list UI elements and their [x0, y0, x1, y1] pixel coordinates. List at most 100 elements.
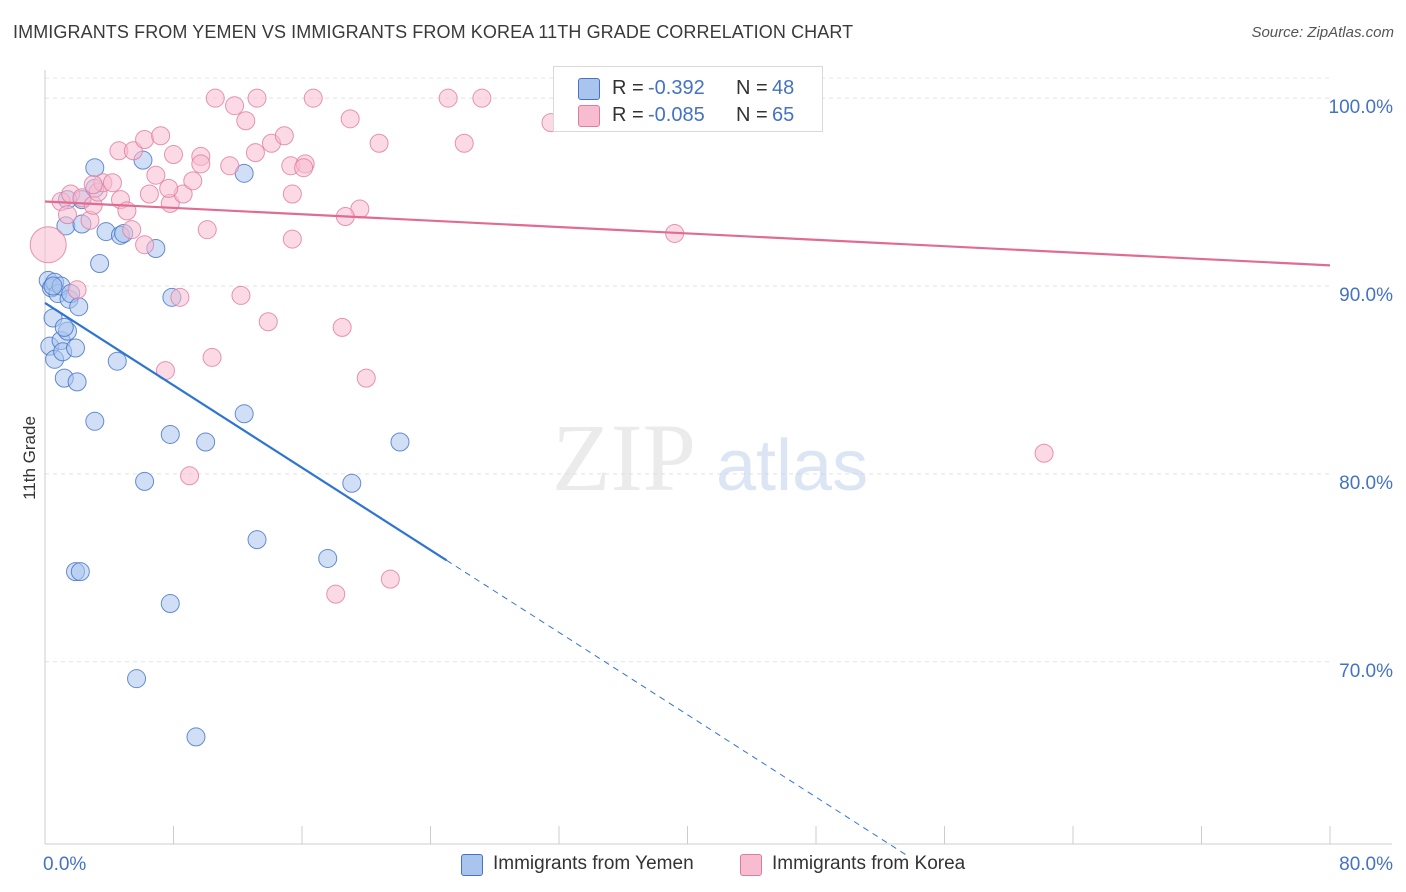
series-legend: Immigrants from Yemen Immigrants from Ko…: [0, 851, 1406, 879]
data-point: [282, 229, 302, 249]
data-point: [70, 562, 90, 582]
data-point: [159, 178, 179, 198]
data-point: [282, 184, 302, 204]
legend-r-value: -0.392: [648, 76, 705, 99]
data-point: [205, 88, 225, 108]
data-point: [107, 351, 127, 371]
legend-r-label: R =: [612, 76, 644, 99]
legend-r-value: -0.085: [648, 103, 705, 126]
chart-title: IMMIGRANTS FROM YEMEN VS IMMIGRANTS FROM…: [13, 22, 854, 42]
y-tick-label: 100.0%: [1329, 97, 1394, 118]
data-point: [247, 88, 267, 108]
legend-swatch-korea: [740, 854, 762, 876]
data-point: [160, 594, 180, 614]
data-point: [220, 156, 240, 176]
data-point: [164, 145, 183, 165]
data-point: [245, 143, 265, 163]
data-point: [180, 466, 200, 486]
data-point: [83, 175, 103, 195]
data-point: [340, 109, 360, 129]
data-points: [29, 88, 1054, 747]
data-point: [85, 411, 105, 431]
legend-swatch-korea: [578, 105, 600, 127]
legend-n-value: 65: [772, 103, 795, 126]
source-label: Source: ZipAtlas.com: [1251, 24, 1394, 41]
data-point: [332, 317, 352, 337]
data-point: [43, 276, 63, 296]
data-point: [90, 254, 110, 273]
data-point: [326, 584, 346, 604]
legend-label-korea: Immigrants from Korea: [772, 853, 966, 874]
watermark: ZIP atlas: [552, 404, 868, 511]
data-point: [247, 530, 267, 550]
data-point: [234, 404, 254, 424]
watermark-zip: ZIP: [552, 404, 696, 511]
data-point: [438, 88, 458, 108]
legend-n-value: 48: [772, 76, 795, 99]
stats-legend: R = -0.392 N = 48 R = -0.085 N = 65: [553, 66, 823, 132]
data-point: [122, 220, 142, 240]
data-point: [67, 372, 87, 392]
data-point: [123, 141, 143, 161]
data-point: [1034, 443, 1054, 463]
data-point: [54, 317, 74, 337]
data-point: [146, 165, 166, 185]
data-point: [202, 347, 222, 367]
data-point: [135, 235, 155, 255]
data-point: [258, 312, 278, 332]
data-point: [69, 297, 89, 317]
data-point: [160, 424, 180, 444]
series-korea: [29, 88, 1054, 604]
trend-lines: [44, 200, 1331, 856]
data-point: [454, 133, 474, 153]
data-point: [274, 126, 294, 146]
legend-n-label: N =: [736, 103, 768, 126]
data-point: [472, 88, 492, 108]
data-point: [127, 669, 147, 689]
trend-line-extension-yemen: [446, 559, 907, 856]
data-point: [231, 285, 251, 305]
data-point: [102, 173, 122, 193]
trend-line-korea: [44, 200, 1331, 267]
data-point: [67, 280, 87, 300]
data-point: [183, 171, 203, 191]
legend-label-yemen: Immigrants from Yemen: [493, 853, 694, 874]
data-point: [369, 133, 389, 153]
data-point: [236, 111, 256, 131]
axes: [44, 70, 1392, 845]
data-point: [303, 88, 323, 108]
legend-r-label: R =: [612, 103, 644, 126]
data-point: [139, 184, 159, 204]
trend-line-yemen: [44, 302, 448, 562]
data-point: [294, 158, 314, 178]
legend-swatch-yemen: [578, 78, 600, 100]
data-point: [225, 96, 245, 116]
data-point: [356, 368, 376, 388]
legend-n-label: N =: [736, 76, 768, 99]
y-tick-label: 90.0%: [1339, 285, 1393, 306]
data-point: [380, 569, 400, 589]
y-tick-label: 80.0%: [1339, 473, 1393, 494]
y-tick-labels: 70.0% 80.0% 90.0% 100.0%: [1329, 97, 1394, 682]
x-tick-labels: 0.0% 80.0%: [43, 854, 1393, 875]
data-point: [135, 130, 155, 150]
y-axis-title: 11th Grade: [20, 416, 39, 500]
data-point: [318, 548, 338, 568]
data-point: [191, 154, 211, 174]
x-tick-label: 0.0%: [43, 854, 86, 875]
x-tick-label: 80.0%: [1339, 854, 1393, 875]
watermark-atlas: atlas: [716, 426, 868, 506]
data-point: [196, 432, 216, 452]
data-point: [29, 226, 67, 264]
legend-swatch-yemen: [461, 854, 483, 876]
y-tick-label: 70.0%: [1339, 661, 1393, 682]
data-point: [57, 205, 77, 225]
data-point: [186, 727, 206, 747]
series-yemen: [38, 150, 410, 747]
data-point: [151, 126, 171, 146]
data-point: [342, 473, 362, 493]
data-point: [66, 338, 86, 358]
data-point: [390, 432, 410, 452]
data-point: [170, 287, 190, 307]
